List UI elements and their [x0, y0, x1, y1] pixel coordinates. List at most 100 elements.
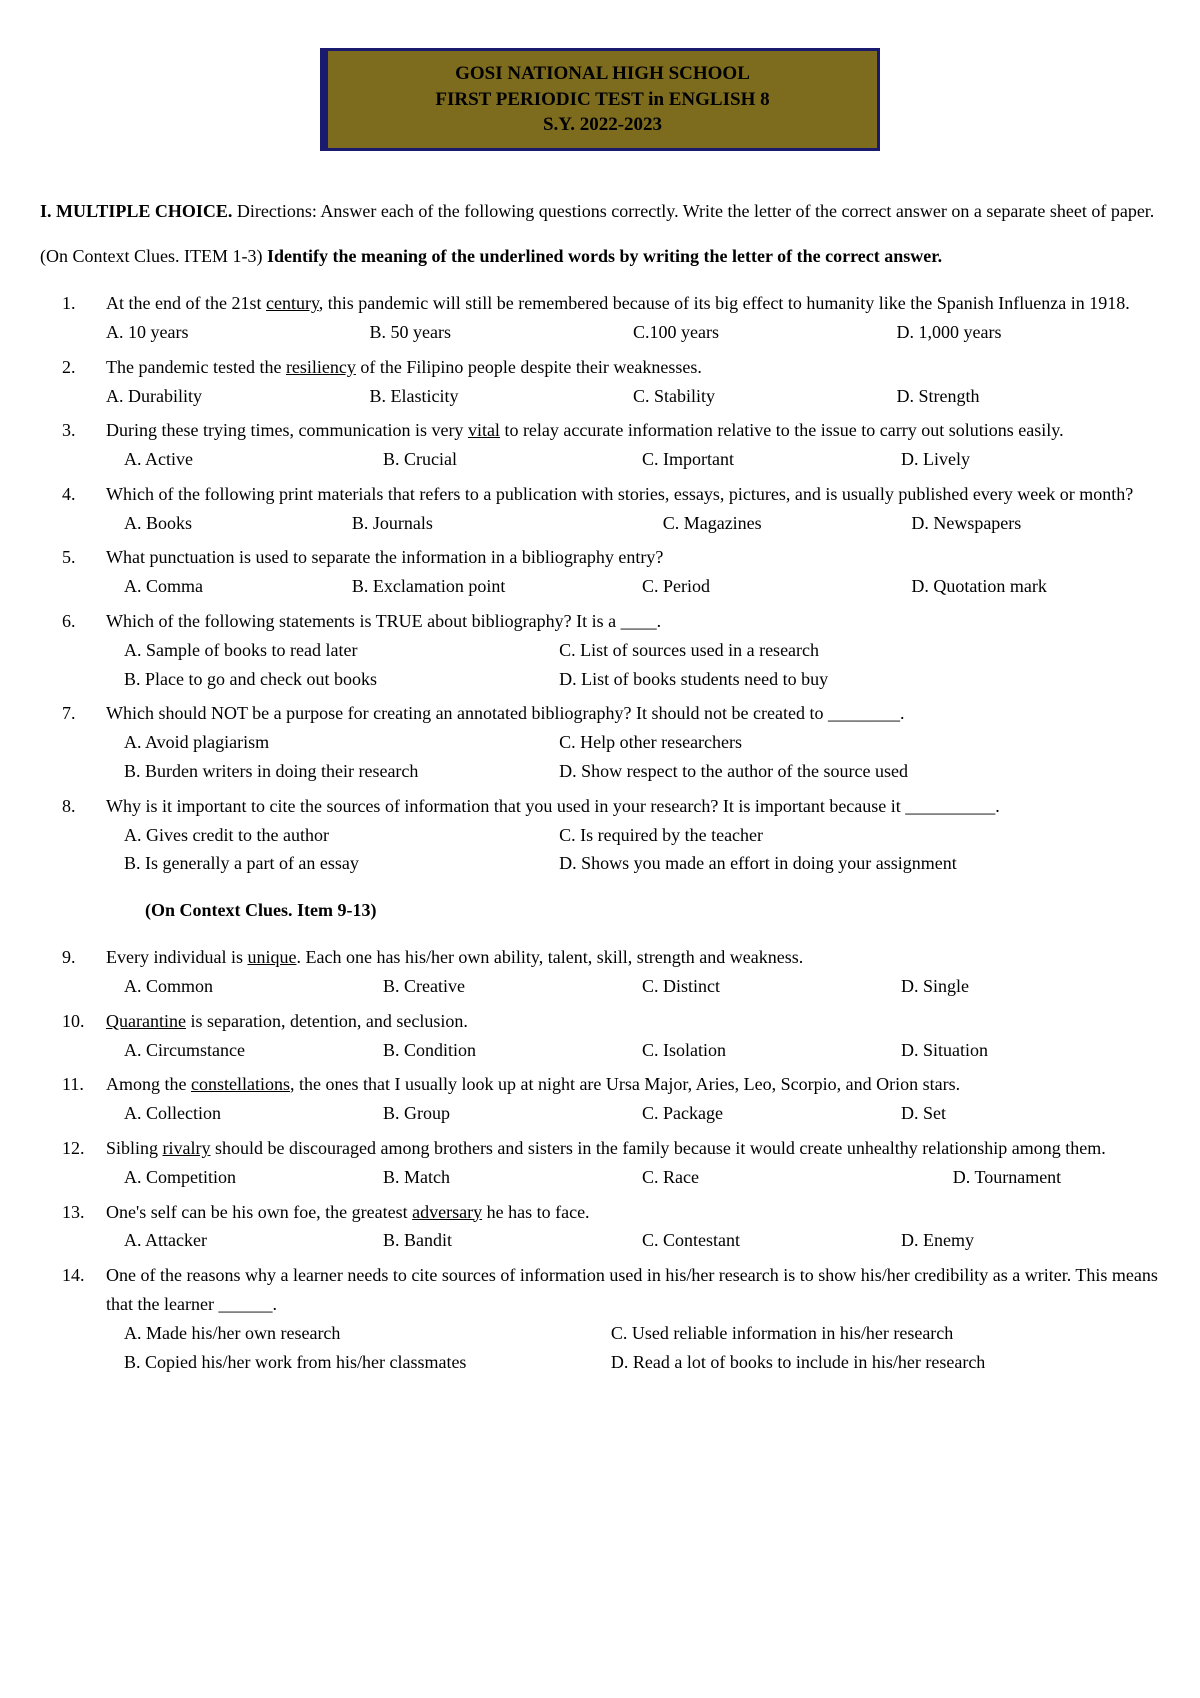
q-stem: Which of the following statements is TRU…: [106, 607, 1160, 636]
option-c: C. Isolation: [642, 1036, 901, 1065]
option-d: D. Shows you made an effort in doing you…: [559, 849, 1160, 878]
option-c: C. Contestant: [642, 1226, 901, 1255]
q-options: A. Made his/her own research C. Used rel…: [106, 1319, 1160, 1377]
intro-text: Directions: Answer each of the following…: [232, 201, 1154, 221]
header-line-1: GOSI NATIONAL HIGH SCHOOL: [340, 61, 865, 87]
q-options: A. Circumstance B. Condition C. Isolatio…: [106, 1036, 1160, 1065]
q-options: A. Avoid plagiarism C. Help other resear…: [106, 728, 1160, 786]
option-a: A. Circumstance: [124, 1036, 383, 1065]
question-list-2: 9. Every individual is unique. Each one …: [40, 943, 1160, 1376]
q-options: A. Common B. Creative C. Distinct D. Sin…: [106, 972, 1160, 1001]
q-num: 13.: [62, 1198, 85, 1227]
option-b: B. Elasticity: [370, 382, 634, 411]
question-11: 11. Among the constellations, the ones t…: [40, 1070, 1160, 1128]
header-line-3: S.Y. 2022-2023: [340, 112, 865, 138]
q-num: 4.: [62, 480, 76, 509]
question-1: 1. At the end of the 21st century, this …: [40, 289, 1160, 347]
q-options: A. Comma B. Exclamation point C. Period …: [106, 572, 1160, 601]
option-b: B. Condition: [383, 1036, 642, 1065]
q-options: A. Collection B. Group C. Package D. Set: [106, 1099, 1160, 1128]
q-stem: Every individual is unique. Each one has…: [106, 943, 1160, 972]
option-b: B. Exclamation point: [352, 572, 642, 601]
context-clues-heading-2: (On Context Clues. Item 9-13): [145, 900, 1160, 921]
q-stem: What punctuation is used to separate the…: [106, 543, 1160, 572]
option-a: A. 10 years: [106, 318, 370, 347]
option-c: C. Magazines: [663, 509, 912, 538]
option-a: A. Collection: [124, 1099, 383, 1128]
option-c: C. List of sources used in a research: [559, 636, 1160, 665]
q-options: A. Competition B. Match C. Race D. Tourn…: [106, 1163, 1160, 1192]
option-d: D. Set: [901, 1099, 1160, 1128]
option-a: A. Made his/her own research: [124, 1319, 611, 1348]
q-num: 1.: [62, 289, 76, 318]
q-options: A. Active B. Crucial C. Important D. Liv…: [106, 445, 1160, 474]
option-a: A. Competition: [124, 1163, 383, 1192]
question-2: 2. The pandemic tested the resiliency of…: [40, 353, 1160, 411]
option-a: A. Common: [124, 972, 383, 1001]
q-num: 10.: [62, 1007, 85, 1036]
option-d: D. Situation: [901, 1036, 1160, 1065]
q-stem: At the end of the 21st century, this pan…: [106, 289, 1160, 318]
q-num: 2.: [62, 353, 76, 382]
q-options: A. 10 years B. 50 years C.100 years D. 1…: [106, 318, 1160, 347]
option-a: A. Avoid plagiarism: [124, 728, 559, 757]
q-num: 12.: [62, 1134, 85, 1163]
option-d: D. Enemy: [901, 1226, 1160, 1255]
option-d: D. List of books students need to buy: [559, 665, 1160, 694]
option-b: B. Copied his/her work from his/her clas…: [124, 1348, 611, 1377]
q-num: 11.: [62, 1070, 84, 1099]
option-c: C.100 years: [633, 318, 897, 347]
question-5: 5. What punctuation is used to separate …: [40, 543, 1160, 601]
header-banner: GOSI NATIONAL HIGH SCHOOL FIRST PERIODIC…: [320, 48, 880, 151]
question-14: 14. One of the reasons why a learner nee…: [40, 1261, 1160, 1376]
header-line-2: FIRST PERIODIC TEST in ENGLISH 8: [340, 87, 865, 113]
option-b: B. 50 years: [370, 318, 634, 347]
q-options: A. Gives credit to the author C. Is requ…: [106, 821, 1160, 879]
option-c: C. Used reliable information in his/her …: [611, 1319, 1160, 1348]
question-6: 6. Which of the following statements is …: [40, 607, 1160, 693]
q-stem: Quarantine is separation, detention, and…: [106, 1007, 1160, 1036]
option-d: D. Newspapers: [911, 509, 1160, 538]
option-d: D. 1,000 years: [897, 318, 1161, 347]
option-b: B. Bandit: [383, 1226, 642, 1255]
option-a: A. Gives credit to the author: [124, 821, 559, 850]
q-stem: During these trying times, communication…: [106, 416, 1160, 445]
q-num: 7.: [62, 699, 76, 728]
q-stem: One of the reasons why a learner needs t…: [106, 1261, 1160, 1319]
q-stem: Why is it important to cite the sources …: [106, 792, 1160, 821]
q-stem: Among the constellations, the ones that …: [106, 1070, 1160, 1099]
question-3: 3. During these trying times, communicat…: [40, 416, 1160, 474]
context-clues-heading-1: (On Context Clues. ITEM 1-3) Identify th…: [40, 246, 1160, 267]
option-d: D. Quotation mark: [911, 572, 1160, 601]
context-bold: Identify the meaning of the underlined w…: [267, 246, 942, 266]
q-num: 9.: [62, 943, 76, 972]
option-c: C. Package: [642, 1099, 901, 1128]
option-c: C. Stability: [633, 382, 897, 411]
option-a: A. Durability: [106, 382, 370, 411]
q-num: 3.: [62, 416, 76, 445]
option-b: B. Place to go and check out books: [124, 665, 559, 694]
question-4: 4. Which of the following print material…: [40, 480, 1160, 538]
q-options: A. Durability B. Elasticity C. Stability…: [106, 382, 1160, 411]
option-d: D. Lively: [901, 445, 1160, 474]
q-num: 6.: [62, 607, 76, 636]
q-options: A. Sample of books to read later C. List…: [106, 636, 1160, 694]
q-num: 14.: [62, 1261, 85, 1290]
option-d: D. Single: [901, 972, 1160, 1001]
option-c: C. Race: [642, 1163, 953, 1192]
q-num: 8.: [62, 792, 76, 821]
q-stem: Sibling rivalry should be discouraged am…: [106, 1134, 1160, 1163]
q-stem: Which of the following print materials t…: [106, 480, 1160, 509]
option-a: A. Comma: [124, 572, 352, 601]
option-b: B. Is generally a part of an essay: [124, 849, 559, 878]
section-intro: I. MULTIPLE CHOICE. Directions: Answer e…: [40, 199, 1160, 224]
option-a: A. Attacker: [124, 1226, 383, 1255]
option-b: B. Journals: [352, 509, 663, 538]
context-prefix: (On Context Clues. ITEM 1-3): [40, 246, 267, 266]
option-a: A. Active: [124, 445, 383, 474]
question-9: 9. Every individual is unique. Each one …: [40, 943, 1160, 1001]
option-b: B. Burden writers in doing their researc…: [124, 757, 559, 786]
option-b: B. Match: [383, 1163, 642, 1192]
option-c: C. Period: [642, 572, 911, 601]
question-list: 1. At the end of the 21st century, this …: [40, 289, 1160, 878]
